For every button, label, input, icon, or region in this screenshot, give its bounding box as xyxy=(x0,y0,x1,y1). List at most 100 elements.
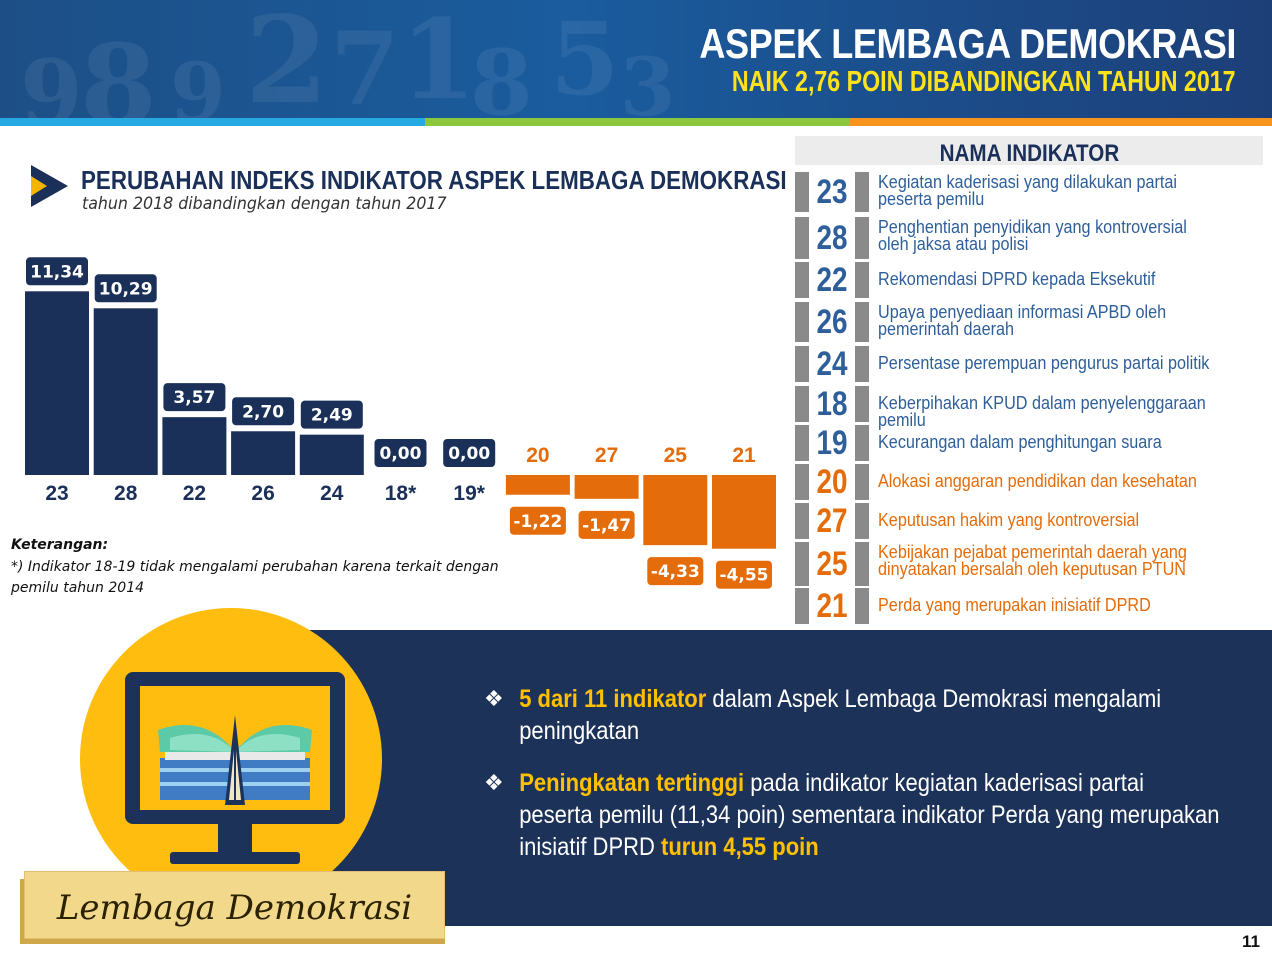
indicator-number: 18 xyxy=(816,385,848,423)
monitor-icon xyxy=(125,672,345,864)
bullet-2-highlight-end: turun 4,55 poin xyxy=(661,833,819,861)
value-label-box xyxy=(300,400,363,429)
indicator-row: 18 Keberpihakan KPUD dalam penyelenggaraa… xyxy=(795,385,1265,429)
indicator-bar-right xyxy=(855,262,869,298)
category-label: 21 xyxy=(732,444,756,467)
indicator-bar-left xyxy=(795,425,809,461)
header-banner: 9 8 9 2 7 1 8 5 3 ASPEK LEMBAGA DEMOKRAS… xyxy=(0,0,1272,118)
chart-title: PERUBAHAN INDEKS INDIKATOR ASPEK LEMBAGA… xyxy=(81,165,787,195)
value-label: -4,33 xyxy=(651,562,700,582)
indicator-bar-left xyxy=(795,262,809,298)
indicator-bar-left xyxy=(795,542,809,586)
indicator-label: Perda yang merupakan inisiatif DPRD xyxy=(878,595,1151,615)
page-title: ASPEK LEMBAGA DEMOKRASI xyxy=(699,20,1236,67)
indicator-number: 20 xyxy=(816,463,848,501)
indicator-bar-right xyxy=(855,217,869,259)
category-label: 23 xyxy=(45,482,68,505)
indicator-number: 22 xyxy=(816,261,848,299)
value-label: 0,00 xyxy=(380,444,422,464)
indicator-bar-left xyxy=(795,503,809,539)
bar-26 xyxy=(231,431,296,475)
category-label: 27 xyxy=(595,444,618,467)
indicator-label: Alokasi anggaran pendidikan dan kesehata… xyxy=(878,471,1197,491)
value-label-box xyxy=(163,383,226,412)
category-label: 20 xyxy=(526,444,549,467)
bar-28 xyxy=(93,308,158,475)
banner-label: Lembaga Demokrasi xyxy=(56,888,413,928)
banner-box xyxy=(24,871,445,939)
stripe-blue xyxy=(0,118,425,126)
note-text: *) Indikator 18-19 tidak mengalami perub… xyxy=(11,559,499,596)
note-title: Keterangan: xyxy=(11,537,109,553)
indicator-bar-left xyxy=(795,172,809,212)
chart-subtitle: tahun 2018 dibandingkan dengan tahun 201… xyxy=(82,194,447,214)
stripe-green xyxy=(425,118,850,126)
indicator-bar-right xyxy=(855,503,869,539)
indicator-bar-left xyxy=(795,588,809,624)
indicator-row: 28 Penghentian penyidikan yang kontrovers… xyxy=(795,217,1265,259)
stripe-orange xyxy=(850,118,1272,126)
indicator-bar-right xyxy=(855,464,869,500)
indicator-row: 25 Kebijakan pejabat pemerintah daerah ya… xyxy=(795,542,1265,586)
indicator-bar-left xyxy=(795,464,809,500)
bar-24 xyxy=(299,434,364,475)
value-label: 0,00 xyxy=(448,444,490,464)
value-label-box xyxy=(647,557,704,586)
value-label: 11,34 xyxy=(30,262,84,282)
indicator-number: 27 xyxy=(816,502,848,540)
indicator-row: 27 Keputusan hakim yang kontroversial xyxy=(795,503,1265,539)
indicator-number: 26 xyxy=(816,303,848,341)
indicator-number: 21 xyxy=(816,587,848,625)
indicator-number: 23 xyxy=(816,173,848,211)
chevron-accent-icon xyxy=(31,176,47,196)
value-label-box xyxy=(578,510,635,539)
indicator-bar-left xyxy=(795,346,809,382)
category-label: 28 xyxy=(114,482,138,505)
value-label: 10,29 xyxy=(99,279,153,299)
indicator-number: 28 xyxy=(816,219,848,257)
category-label: 26 xyxy=(251,482,274,505)
indicator-row: 24 Persentase perempuan pengurus partai p… xyxy=(795,346,1265,382)
category-label: 18* xyxy=(385,482,417,505)
value-label: -4,55 xyxy=(720,566,769,586)
indicator-row: 26 Upaya penyediaan informasi APBD oleh p… xyxy=(795,302,1265,342)
indicator-row: 22 Rekomendasi DPRD kepada Eksekutif xyxy=(795,262,1265,298)
bar-23 xyxy=(25,291,89,475)
indicator-number: 19 xyxy=(816,424,848,462)
value-label-box xyxy=(94,274,157,303)
indicator-label: Keputusan hakim yang kontroversial xyxy=(878,510,1140,530)
bar-25 xyxy=(643,475,708,546)
category-label: 19* xyxy=(453,482,485,505)
diamond-bullet-icon: ❖ xyxy=(484,770,504,795)
bullet-1-highlight: 5 dari 11 indikator xyxy=(519,685,707,713)
value-label-box xyxy=(26,257,88,286)
indicator-bar-left xyxy=(795,302,809,342)
bullet-2-text: pada indikator kegiatan kaderisasi parta… xyxy=(519,769,1220,861)
indicator-label: Keberpihakan KPUD dalam penyelenggaraan … xyxy=(878,393,1206,430)
indicator-label: Penghentian penyidikan yang kontroversia… xyxy=(878,217,1187,254)
category-label: 24 xyxy=(320,482,344,505)
value-label-box xyxy=(443,439,496,467)
indicator-label: Upaya penyediaan informasi APBD oleh pem… xyxy=(878,302,1167,339)
bullet-2-highlight: Peningkatan tertinggi xyxy=(519,769,745,797)
category-label: 25 xyxy=(664,444,688,467)
value-label-box xyxy=(716,560,772,589)
bar-21 xyxy=(712,475,776,549)
value-label: 3,57 xyxy=(173,388,215,408)
value-label: 2,49 xyxy=(311,406,353,426)
indicator-bar-right xyxy=(855,425,869,461)
page-subtitle: NAIK 2,76 POIN DIBANDINGKAN TAHUN 2017 xyxy=(732,66,1236,98)
indicator-bar-right xyxy=(855,172,869,212)
bar-27 xyxy=(574,475,639,499)
bullet-1-text: dalam Aspek Lembaga Demokrasi mengalami … xyxy=(519,685,1162,745)
value-label: -1,47 xyxy=(582,516,631,536)
indicator-row: 21 Perda yang merupakan inisiatif DPRD xyxy=(795,588,1265,624)
indicator-row: 20 Alokasi anggaran pendidikan dan keseha… xyxy=(795,464,1265,500)
diamond-bullet-icon: ❖ xyxy=(484,686,504,711)
page-number: 11 xyxy=(1242,932,1260,951)
indicator-bar-left xyxy=(795,217,809,259)
value-label: 2,70 xyxy=(242,402,284,422)
indicator-label: Kebijakan pejabat pemerintah daerah yang… xyxy=(878,542,1187,579)
value-label-box xyxy=(232,397,295,426)
indicator-label: Persentase perempuan pengurus partai pol… xyxy=(878,353,1210,373)
